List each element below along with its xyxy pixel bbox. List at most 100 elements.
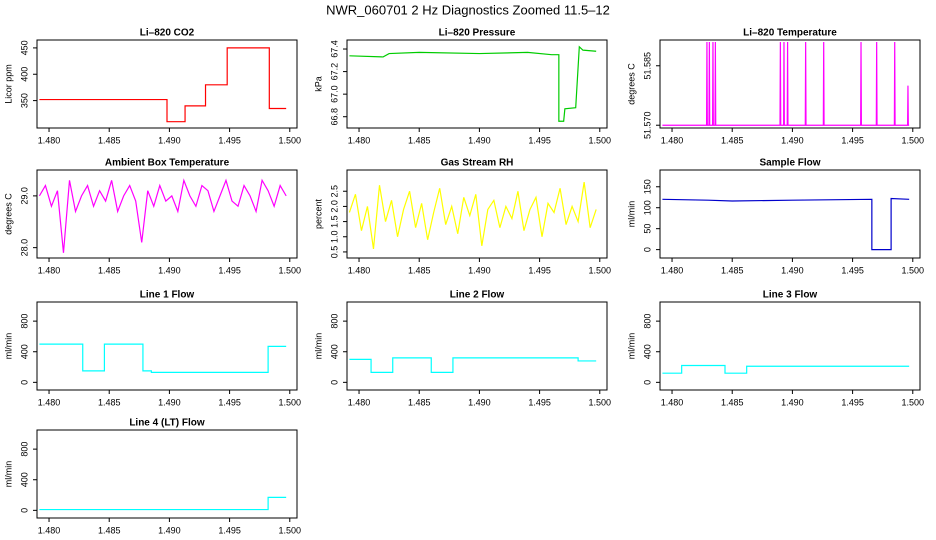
x-tick-label: 1.480 xyxy=(38,397,61,407)
y-tick-label: 150 xyxy=(642,179,652,194)
x-tick-label: 1.495 xyxy=(528,265,551,275)
x-tick-label: 1.480 xyxy=(38,525,61,535)
panel-title: Line 3 Flow xyxy=(763,290,818,301)
plot-frame xyxy=(659,301,921,391)
x-tick-label: 1.490 xyxy=(158,265,181,275)
y-axis-label: degrees C xyxy=(3,193,13,235)
y-tick-label: 400 xyxy=(329,344,339,359)
y-axis-label: ml/min xyxy=(626,333,636,360)
y-axis-label: degrees C xyxy=(626,63,636,105)
y-tick-label: 400 xyxy=(19,472,29,487)
y-tick-label: 450 xyxy=(19,40,29,55)
plot-frame xyxy=(659,39,921,129)
x-tick-label: 1.490 xyxy=(158,135,181,145)
y-axis-label: kPa xyxy=(313,76,323,92)
x-tick-label: 1.485 xyxy=(98,135,121,145)
y-tick-label: 66.8 xyxy=(329,108,339,126)
x-tick-label: 1.495 xyxy=(841,265,864,275)
x-tick-label: 1.490 xyxy=(781,265,804,275)
panel-title: Li–820 CO2 xyxy=(140,28,195,39)
plot-frame xyxy=(346,301,608,391)
y-axis-label: ml/min xyxy=(626,201,636,228)
y-tick-label: 0 xyxy=(19,508,29,513)
data-line xyxy=(662,41,910,126)
x-tick-label: 1.480 xyxy=(348,135,371,145)
x-tick-label: 1.500 xyxy=(279,135,302,145)
data-line xyxy=(349,45,597,122)
x-tick-label: 1.490 xyxy=(781,135,804,145)
data-line xyxy=(39,343,287,373)
data-line xyxy=(38,178,287,253)
x-tick-label: 1.480 xyxy=(348,397,371,407)
x-tick-label: 1.495 xyxy=(218,525,241,535)
x-tick-label: 1.485 xyxy=(98,525,121,535)
x-tick-label: 1.495 xyxy=(218,135,241,145)
y-tick-label: 51.585 xyxy=(642,52,652,80)
panel-title: Ambient Box Temperature xyxy=(105,158,230,169)
plot-frame xyxy=(659,169,921,259)
x-tick-label: 1.490 xyxy=(158,397,181,407)
y-tick-label: 400 xyxy=(19,67,29,82)
x-tick-label: 1.495 xyxy=(528,397,551,407)
x-tick-label: 1.500 xyxy=(589,397,612,407)
y-axis-label: ml/min xyxy=(3,461,13,488)
page-title: NWR_060701 2 Hz Diagnostics Zoomed 11.5–… xyxy=(326,2,610,17)
y-tick-label: 0.5 xyxy=(329,246,339,259)
plot-frame xyxy=(346,39,608,129)
x-tick-label: 1.490 xyxy=(468,397,491,407)
x-tick-label: 1.485 xyxy=(408,265,431,275)
x-tick-label: 1.480 xyxy=(661,265,684,275)
x-tick-label: 1.480 xyxy=(348,265,371,275)
x-tick-label: 1.485 xyxy=(721,135,744,145)
x-tick-label: 1.495 xyxy=(218,265,241,275)
y-tick-label: 0 xyxy=(642,247,652,252)
x-tick-label: 1.490 xyxy=(158,525,181,535)
panel-title: Sample Flow xyxy=(759,158,820,169)
y-axis-label: percent xyxy=(313,198,323,229)
y-tick-label: 2.5 xyxy=(329,185,339,198)
x-tick-label: 1.485 xyxy=(98,265,121,275)
x-tick-label: 1.480 xyxy=(38,135,61,145)
x-tick-label: 1.495 xyxy=(528,135,551,145)
data-line xyxy=(39,47,287,123)
x-tick-label: 1.495 xyxy=(841,135,864,145)
y-tick-label: 1.0 xyxy=(329,231,339,244)
x-tick-label: 1.500 xyxy=(902,135,925,145)
x-tick-label: 1.485 xyxy=(408,397,431,407)
x-tick-label: 1.500 xyxy=(279,397,302,407)
data-line xyxy=(662,197,910,251)
panel-title: Li–820 Temperature xyxy=(743,28,837,39)
y-tick-label: 0 xyxy=(19,380,29,385)
x-tick-label: 1.500 xyxy=(902,265,925,275)
x-tick-label: 1.490 xyxy=(781,397,804,407)
panel-title: Line 4 (LT) Flow xyxy=(129,418,205,429)
y-tick-label: 350 xyxy=(19,93,29,108)
y-tick-label: 800 xyxy=(642,314,652,329)
plot-frame xyxy=(36,169,298,259)
y-axis-label: ml/min xyxy=(313,333,323,360)
y-axis-label: ml/min xyxy=(3,333,13,360)
y-tick-label: 2.0 xyxy=(329,200,339,213)
x-tick-label: 1.485 xyxy=(721,265,744,275)
x-tick-label: 1.485 xyxy=(408,135,431,145)
x-tick-label: 1.490 xyxy=(468,265,491,275)
y-axis-label: Licor ppm xyxy=(3,64,13,104)
data-line xyxy=(39,496,287,511)
x-tick-label: 1.485 xyxy=(98,397,121,407)
y-tick-label: 67.2 xyxy=(329,63,339,81)
panel-title: Gas Stream RH xyxy=(441,158,514,169)
data-line xyxy=(349,357,597,373)
panel-title: Line 1 Flow xyxy=(140,290,195,301)
x-tick-label: 1.500 xyxy=(902,397,925,407)
y-tick-label: 1.5 xyxy=(329,215,339,228)
y-tick-label: 0 xyxy=(642,380,652,385)
plot-frame xyxy=(346,169,608,259)
plot-frame xyxy=(36,429,298,519)
y-tick-label: 800 xyxy=(329,314,339,329)
y-tick-label: 51.570 xyxy=(642,111,652,139)
y-tick-label: 29.0 xyxy=(19,187,29,205)
y-tick-label: 0 xyxy=(329,380,339,385)
x-tick-label: 1.495 xyxy=(218,397,241,407)
y-tick-label: 67.4 xyxy=(329,40,339,58)
